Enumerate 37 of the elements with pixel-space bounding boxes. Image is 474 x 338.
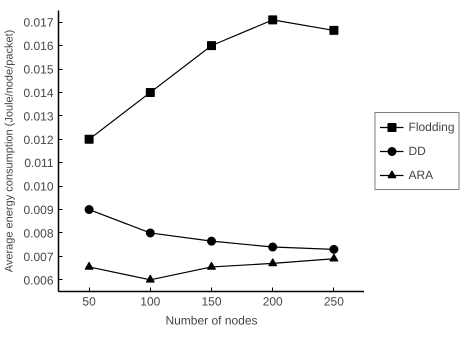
x-tick-label: 150	[201, 294, 222, 308]
y-tick-label: 0.011	[24, 156, 54, 170]
point	[146, 274, 155, 283]
x-tick-label: 100	[140, 294, 161, 308]
y-tick-label: 0.017	[23, 16, 54, 30]
point	[146, 88, 155, 97]
point	[207, 262, 216, 270]
point	[84, 205, 94, 214]
x-tick-label: 50	[82, 294, 96, 308]
point	[329, 26, 338, 35]
y-tick-label: 0.010	[23, 180, 54, 194]
point	[268, 242, 278, 252]
x-tick-label: 250	[324, 294, 344, 308]
y-tick-label: 0.015	[23, 62, 54, 77]
legend-label: DD	[408, 144, 427, 158]
y-axis-title: Average energy consumption (Joule/node/packet)	[3, 30, 16, 272]
legend-label: Flodding	[408, 120, 455, 134]
y-tick-label: 0.014	[23, 86, 54, 100]
point	[268, 15, 278, 24]
point	[329, 244, 338, 254]
point	[268, 258, 278, 266]
point	[329, 254, 338, 262]
y-tick-label: 0.016	[23, 39, 54, 54]
y-tick-label: 0.012	[23, 132, 54, 147]
x-tick-label: 200	[262, 294, 284, 308]
point	[146, 228, 155, 238]
y-tick-label: 0.007	[23, 250, 54, 264]
y-tick-label: 0.006	[23, 273, 54, 288]
x-axis-title: Number of nodes	[165, 314, 258, 328]
y-tick-label: 0.008	[23, 226, 54, 240]
point	[84, 134, 94, 144]
point	[207, 236, 216, 246]
point	[84, 262, 94, 270]
y-tick-label: 0.009	[23, 203, 54, 218]
legend-label: ARA	[408, 168, 434, 182]
point	[207, 41, 216, 50]
y-tick-label: 0.013	[23, 109, 54, 124]
